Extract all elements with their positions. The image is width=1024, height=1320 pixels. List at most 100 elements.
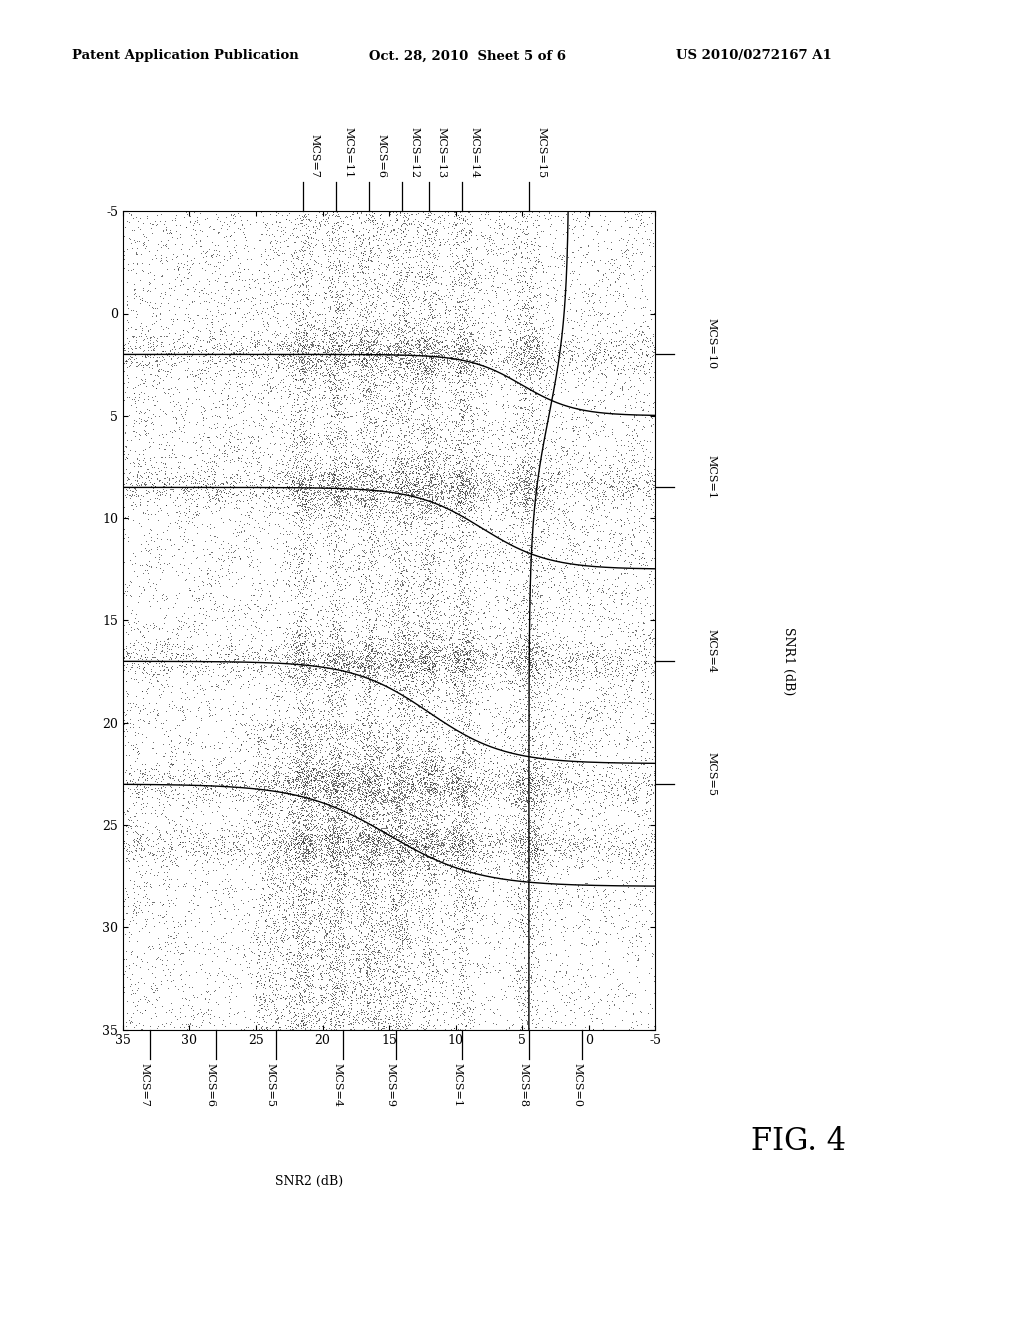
Point bbox=[583, 774, 599, 795]
Point bbox=[121, 834, 137, 855]
Point bbox=[442, 300, 459, 321]
Point bbox=[253, 828, 269, 849]
Point bbox=[295, 280, 311, 301]
Point bbox=[403, 667, 420, 688]
Point bbox=[322, 267, 338, 288]
Point bbox=[611, 480, 628, 502]
Point bbox=[247, 647, 263, 668]
Point bbox=[572, 841, 589, 862]
Point bbox=[394, 931, 411, 952]
Point bbox=[256, 1010, 272, 1031]
Point bbox=[349, 858, 366, 879]
Point bbox=[177, 531, 194, 552]
Point bbox=[442, 836, 459, 857]
Point bbox=[278, 409, 294, 430]
Point bbox=[284, 523, 300, 544]
Point bbox=[445, 553, 462, 574]
Point bbox=[242, 345, 258, 366]
Point bbox=[391, 385, 408, 407]
Point bbox=[495, 647, 511, 668]
Point bbox=[516, 343, 532, 364]
Point bbox=[445, 826, 462, 847]
Point bbox=[590, 354, 606, 375]
Point bbox=[322, 345, 338, 366]
Point bbox=[361, 527, 378, 548]
Point bbox=[528, 383, 545, 404]
Point bbox=[266, 923, 283, 944]
Point bbox=[470, 326, 486, 347]
Point bbox=[493, 445, 509, 466]
Point bbox=[548, 855, 564, 876]
Point bbox=[482, 508, 499, 529]
Point bbox=[278, 230, 294, 251]
Point bbox=[194, 475, 210, 496]
Point bbox=[375, 635, 391, 656]
Point bbox=[529, 428, 546, 449]
Point bbox=[198, 771, 214, 792]
Point bbox=[425, 961, 441, 982]
Point bbox=[414, 677, 430, 698]
Point bbox=[548, 445, 564, 466]
Point bbox=[324, 929, 340, 950]
Point bbox=[522, 768, 539, 789]
Point bbox=[423, 495, 439, 516]
Point bbox=[525, 756, 542, 777]
Point bbox=[260, 475, 276, 496]
Point bbox=[300, 623, 316, 644]
Point bbox=[555, 800, 571, 821]
Point bbox=[322, 686, 338, 708]
Point bbox=[291, 545, 307, 566]
Point bbox=[203, 329, 219, 350]
Point bbox=[358, 606, 375, 627]
Point bbox=[536, 667, 552, 688]
Point bbox=[321, 931, 337, 952]
Point bbox=[294, 701, 310, 722]
Point bbox=[308, 397, 325, 418]
Point bbox=[559, 502, 575, 523]
Point bbox=[530, 345, 547, 366]
Point bbox=[287, 528, 303, 549]
Point bbox=[385, 261, 401, 282]
Point bbox=[468, 693, 484, 714]
Point bbox=[119, 483, 135, 504]
Point bbox=[122, 1011, 138, 1032]
Point bbox=[141, 253, 158, 275]
Point bbox=[123, 668, 139, 689]
Point bbox=[423, 711, 439, 733]
Point bbox=[626, 878, 642, 899]
Point bbox=[416, 558, 432, 579]
Point bbox=[515, 589, 531, 610]
Point bbox=[245, 784, 261, 805]
Point bbox=[344, 647, 360, 668]
Point bbox=[384, 296, 400, 317]
Point bbox=[336, 446, 352, 467]
Point bbox=[542, 854, 558, 875]
Point bbox=[452, 647, 468, 668]
Point bbox=[202, 643, 218, 664]
Point bbox=[312, 904, 329, 925]
Point bbox=[427, 846, 443, 867]
Point bbox=[289, 908, 305, 929]
Point bbox=[511, 840, 527, 861]
Point bbox=[393, 648, 410, 669]
Point bbox=[301, 991, 317, 1012]
Point bbox=[433, 898, 450, 919]
Point bbox=[358, 826, 375, 847]
Point bbox=[306, 466, 323, 487]
Point bbox=[419, 342, 435, 363]
Point bbox=[293, 326, 309, 347]
Point bbox=[386, 470, 402, 491]
Point bbox=[247, 294, 263, 315]
Point bbox=[280, 783, 296, 804]
Point bbox=[261, 961, 278, 982]
Point bbox=[406, 568, 422, 589]
Point bbox=[420, 660, 436, 681]
Point bbox=[223, 656, 240, 677]
Point bbox=[639, 834, 655, 855]
Point bbox=[392, 474, 409, 495]
Point bbox=[435, 785, 452, 807]
Point bbox=[199, 341, 215, 362]
Point bbox=[170, 636, 186, 657]
Point bbox=[222, 479, 239, 500]
Point bbox=[321, 341, 337, 362]
